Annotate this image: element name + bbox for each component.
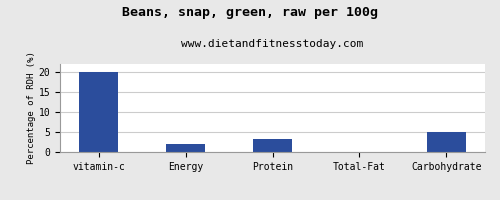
Bar xyxy=(253,139,292,152)
Title: www.dietandfitnesstoday.com: www.dietandfitnesstoday.com xyxy=(182,39,364,49)
Bar xyxy=(80,72,118,152)
Bar xyxy=(166,144,205,152)
Text: Beans, snap, green, raw per 100g: Beans, snap, green, raw per 100g xyxy=(122,6,378,19)
Bar xyxy=(426,132,466,152)
Y-axis label: Percentage of RDH (%): Percentage of RDH (%) xyxy=(26,52,36,164)
